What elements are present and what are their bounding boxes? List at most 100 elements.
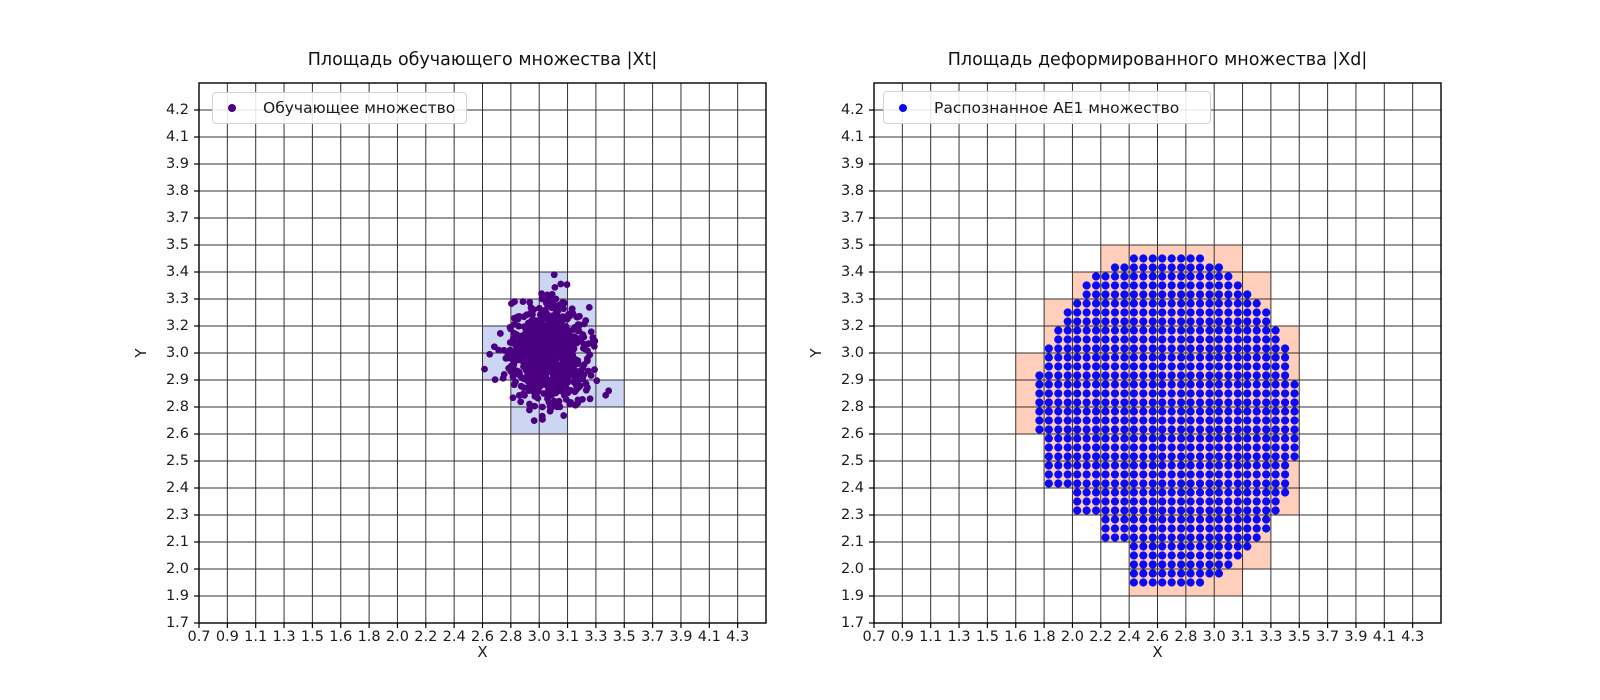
data-point (1073, 362, 1082, 371)
data-point (1129, 272, 1138, 281)
data-point (1110, 533, 1120, 542)
data-point (1205, 416, 1214, 425)
data-point (1224, 335, 1233, 344)
data-point (1167, 290, 1176, 299)
data-point (556, 403, 564, 411)
data-point (1177, 542, 1186, 551)
data-point (1177, 524, 1186, 533)
data-point (1214, 569, 1224, 578)
data-point (1139, 434, 1148, 443)
data-point (1063, 443, 1072, 452)
data-point (560, 412, 568, 419)
data-point (1271, 434, 1280, 443)
data-point (1186, 515, 1195, 524)
data-point (1148, 479, 1157, 488)
data-point (544, 323, 552, 331)
data-point (505, 364, 513, 372)
data-point (1035, 425, 1044, 434)
data-point (1054, 398, 1063, 407)
data-point (587, 328, 595, 336)
data-point (1224, 290, 1233, 299)
data-point (1073, 470, 1082, 479)
data-point (1290, 380, 1299, 389)
data-point (561, 369, 569, 376)
data-point (1205, 335, 1214, 344)
data-point (1233, 551, 1242, 560)
data-point (1205, 515, 1214, 524)
data-point (1167, 479, 1176, 488)
data-point (1110, 452, 1120, 461)
data-point (1195, 407, 1205, 416)
data-point (1252, 524, 1261, 533)
data-point (1148, 524, 1157, 533)
data-point (1101, 461, 1110, 470)
data-point (1129, 317, 1138, 326)
plot-right-chart (869, 82, 1442, 628)
data-point (526, 310, 534, 318)
y-tick-label: 1.9 (165, 588, 189, 604)
data-point (1129, 263, 1138, 272)
data-point (1167, 452, 1176, 461)
plot-left-chart (194, 82, 767, 628)
data-point (1091, 497, 1101, 506)
data-point (1054, 389, 1063, 398)
data-point (1233, 299, 1242, 308)
data-point (1082, 344, 1091, 353)
data-point (1243, 344, 1252, 353)
data-point (1271, 470, 1280, 479)
data-point (1195, 569, 1205, 578)
data-point (1214, 461, 1224, 470)
data-point (1120, 434, 1129, 443)
data-point (1186, 317, 1195, 326)
data-point (1167, 317, 1176, 326)
data-point (1177, 335, 1186, 344)
data-point (1139, 443, 1148, 452)
data-point (1214, 533, 1224, 542)
data-point (1252, 461, 1261, 470)
data-point (1186, 371, 1195, 380)
y-tick-label: 3.2 (840, 318, 864, 334)
data-point (1158, 488, 1167, 497)
data-point (1073, 506, 1082, 515)
data-point (1233, 497, 1242, 506)
data-point (1101, 371, 1110, 380)
data-point (1129, 542, 1138, 551)
data-point (1186, 551, 1195, 560)
data-point (1073, 407, 1082, 416)
data-point (1091, 371, 1101, 380)
data-point (1091, 470, 1101, 479)
data-point (1262, 497, 1271, 506)
x-tick-label: 2.8 (1174, 629, 1198, 645)
data-point (1224, 281, 1233, 290)
data-point (1101, 533, 1110, 542)
data-point (1073, 317, 1082, 326)
data-point (1280, 425, 1290, 434)
data-point (1243, 398, 1252, 407)
data-point (1233, 407, 1242, 416)
data-point (1101, 488, 1110, 497)
data-point (1101, 425, 1110, 434)
data-point (1063, 479, 1072, 488)
data-point (1091, 443, 1101, 452)
data-point (1091, 398, 1101, 407)
data-point (1167, 506, 1176, 515)
data-point (1177, 398, 1186, 407)
x-tick-label: 4.1 (697, 629, 721, 645)
x-tick-label: 1.5 (975, 629, 999, 645)
data-point (1073, 335, 1082, 344)
data-point (548, 290, 556, 298)
data-point (591, 337, 599, 345)
data-point (1233, 461, 1242, 470)
y-tick-label: 3.8 (840, 183, 864, 199)
data-point (1139, 578, 1148, 587)
data-point (1186, 461, 1195, 470)
data-point (1148, 578, 1157, 587)
data-point (1224, 434, 1233, 443)
data-point (1044, 362, 1053, 371)
data-point (1120, 488, 1129, 497)
data-point (1139, 317, 1148, 326)
plot-right-title: Площадь деформированного множества |Xd| (947, 50, 1368, 70)
data-point (560, 299, 568, 307)
data-point (574, 396, 582, 404)
data-point (1271, 479, 1280, 488)
